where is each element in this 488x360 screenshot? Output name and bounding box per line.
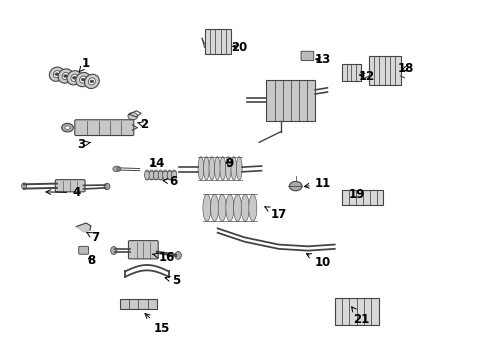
Text: 6: 6 xyxy=(163,175,178,188)
Ellipse shape xyxy=(233,194,241,221)
FancyBboxPatch shape xyxy=(79,246,88,254)
Ellipse shape xyxy=(218,194,226,221)
Ellipse shape xyxy=(203,157,209,180)
Bar xyxy=(341,190,383,205)
Circle shape xyxy=(65,126,70,130)
Text: 19: 19 xyxy=(348,188,364,201)
Text: 14: 14 xyxy=(148,157,164,170)
Ellipse shape xyxy=(163,170,167,180)
Bar xyxy=(334,298,378,325)
FancyBboxPatch shape xyxy=(75,120,134,135)
Circle shape xyxy=(289,181,302,191)
Ellipse shape xyxy=(21,183,26,189)
Ellipse shape xyxy=(158,170,163,180)
Text: 12: 12 xyxy=(358,69,374,82)
FancyBboxPatch shape xyxy=(128,240,158,259)
Text: 21: 21 xyxy=(351,307,369,327)
Text: 2: 2 xyxy=(137,118,148,131)
Polygon shape xyxy=(76,223,91,232)
Circle shape xyxy=(55,73,59,76)
Ellipse shape xyxy=(49,67,64,81)
Ellipse shape xyxy=(53,71,60,78)
Circle shape xyxy=(128,113,138,120)
Text: 17: 17 xyxy=(264,207,286,221)
Ellipse shape xyxy=(167,170,172,180)
Ellipse shape xyxy=(175,251,181,259)
Ellipse shape xyxy=(67,71,81,85)
Text: 15: 15 xyxy=(144,314,169,335)
Circle shape xyxy=(81,78,85,81)
Ellipse shape xyxy=(208,157,214,180)
Ellipse shape xyxy=(171,170,176,180)
Ellipse shape xyxy=(220,157,225,180)
Bar xyxy=(120,299,157,309)
Ellipse shape xyxy=(104,183,110,190)
Ellipse shape xyxy=(84,74,99,89)
Circle shape xyxy=(90,80,94,83)
Text: 10: 10 xyxy=(306,253,330,269)
Ellipse shape xyxy=(214,157,220,180)
Bar xyxy=(368,56,400,85)
Circle shape xyxy=(63,75,67,77)
Text: 1: 1 xyxy=(79,57,90,72)
Circle shape xyxy=(61,123,73,132)
Ellipse shape xyxy=(203,194,210,221)
Ellipse shape xyxy=(225,157,231,180)
Text: 20: 20 xyxy=(231,41,247,54)
Ellipse shape xyxy=(230,157,236,180)
Ellipse shape xyxy=(144,170,149,180)
Text: 5: 5 xyxy=(165,274,180,287)
Text: 13: 13 xyxy=(314,53,330,66)
Ellipse shape xyxy=(80,76,86,83)
Text: 18: 18 xyxy=(396,62,413,75)
Ellipse shape xyxy=(153,170,158,180)
FancyBboxPatch shape xyxy=(55,180,85,192)
Bar xyxy=(341,64,360,81)
Text: 7: 7 xyxy=(86,231,100,244)
Text: 11: 11 xyxy=(304,177,330,190)
Ellipse shape xyxy=(58,69,73,83)
Ellipse shape xyxy=(71,74,78,81)
Ellipse shape xyxy=(241,194,249,221)
Ellipse shape xyxy=(236,157,242,180)
Bar xyxy=(204,30,231,54)
Ellipse shape xyxy=(225,194,233,221)
Text: 9: 9 xyxy=(225,157,234,170)
Ellipse shape xyxy=(88,78,95,85)
Circle shape xyxy=(113,166,121,172)
FancyBboxPatch shape xyxy=(301,51,313,60)
Ellipse shape xyxy=(76,72,90,87)
Ellipse shape xyxy=(62,72,69,80)
Ellipse shape xyxy=(149,170,154,180)
Bar xyxy=(266,80,315,121)
Text: 8: 8 xyxy=(86,254,95,267)
Text: 3: 3 xyxy=(77,138,91,150)
Ellipse shape xyxy=(248,194,256,221)
Circle shape xyxy=(72,76,76,79)
Ellipse shape xyxy=(198,157,203,180)
Text: 16: 16 xyxy=(152,251,174,264)
Text: 4: 4 xyxy=(46,186,80,199)
Ellipse shape xyxy=(210,194,218,221)
Ellipse shape xyxy=(110,247,117,255)
